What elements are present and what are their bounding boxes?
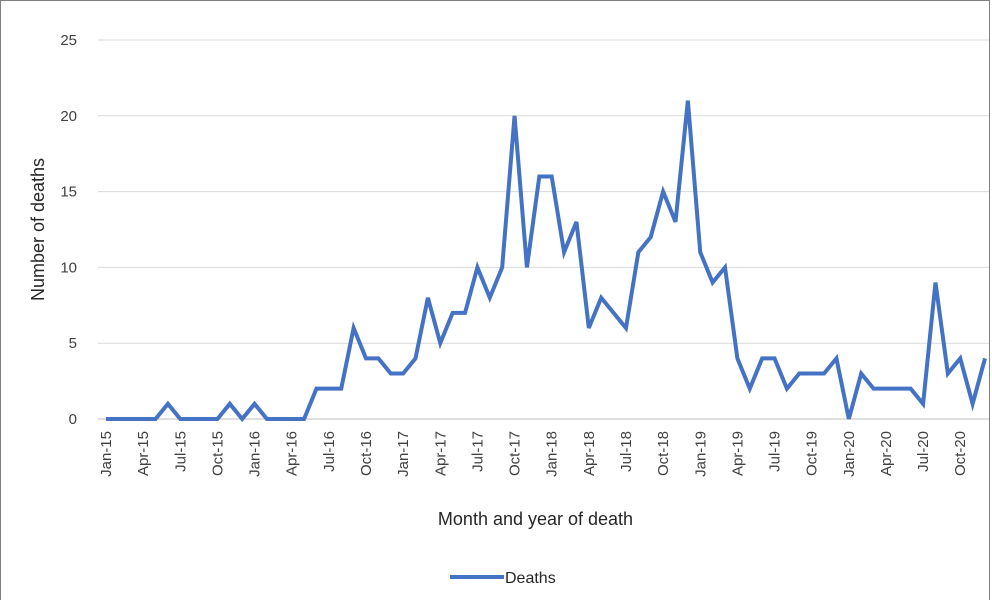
x-tick-label: Jan-18 <box>544 431 561 477</box>
series-line-deaths <box>106 100 987 423</box>
x-tick-label: Oct-19 <box>804 431 821 476</box>
y-tick-label: 25 <box>60 32 77 49</box>
legend: Deaths <box>450 570 556 587</box>
x-tick-label: Oct-16 <box>358 431 375 476</box>
x-tick-label: Oct-18 <box>655 431 672 476</box>
y-tick-label: 20 <box>60 108 77 125</box>
y-axis-ticks: 0 5 10 15 20 25 <box>60 32 77 428</box>
x-tick-label: Oct-20 <box>952 431 969 476</box>
x-tick-label: Apr-19 <box>729 431 746 476</box>
legend-label-deaths: Deaths <box>505 570 556 587</box>
x-tick-label: Apr-18 <box>581 431 598 476</box>
x-axis-ticks: Jan-15 Apr-15 Jul-15 Oct-15 Jan-16 Apr-16 Jul-… <box>98 431 969 477</box>
x-tick-label: Jan-16 <box>247 431 264 477</box>
x-tick-label: Jul-18 <box>618 431 635 472</box>
x-tick-label: Jul-19 <box>767 431 784 472</box>
gridlines <box>98 39 989 420</box>
x-tick-label: Apr-20 <box>878 431 895 476</box>
x-tick-label: Jul-15 <box>172 431 189 472</box>
y-tick-label: 0 <box>69 411 77 428</box>
x-tick-label: Oct-15 <box>209 431 226 476</box>
y-tick-label: 5 <box>69 335 77 352</box>
x-tick-label: Jan-19 <box>692 431 709 477</box>
series-layer <box>106 100 987 423</box>
y-tick-label: 15 <box>60 184 77 201</box>
x-tick-label: Apr-17 <box>432 431 449 476</box>
x-tick-label: Jan-15 <box>98 431 115 477</box>
y-tick-label: 10 <box>60 259 77 276</box>
x-tick-label: Apr-15 <box>135 431 152 476</box>
x-tick-label: Oct-17 <box>507 431 524 476</box>
x-tick-label: Jul-17 <box>469 431 486 472</box>
x-tick-label: Jan-20 <box>841 431 858 477</box>
x-tick-label: Apr-16 <box>284 431 301 476</box>
x-tick-label: Jul-20 <box>915 431 932 472</box>
x-tick-label: Jul-16 <box>321 431 338 472</box>
x-tick-label: Jan-17 <box>395 431 412 477</box>
y-axis-title: Number of deaths <box>28 158 48 301</box>
x-axis-title: Month and year of death <box>438 509 633 529</box>
